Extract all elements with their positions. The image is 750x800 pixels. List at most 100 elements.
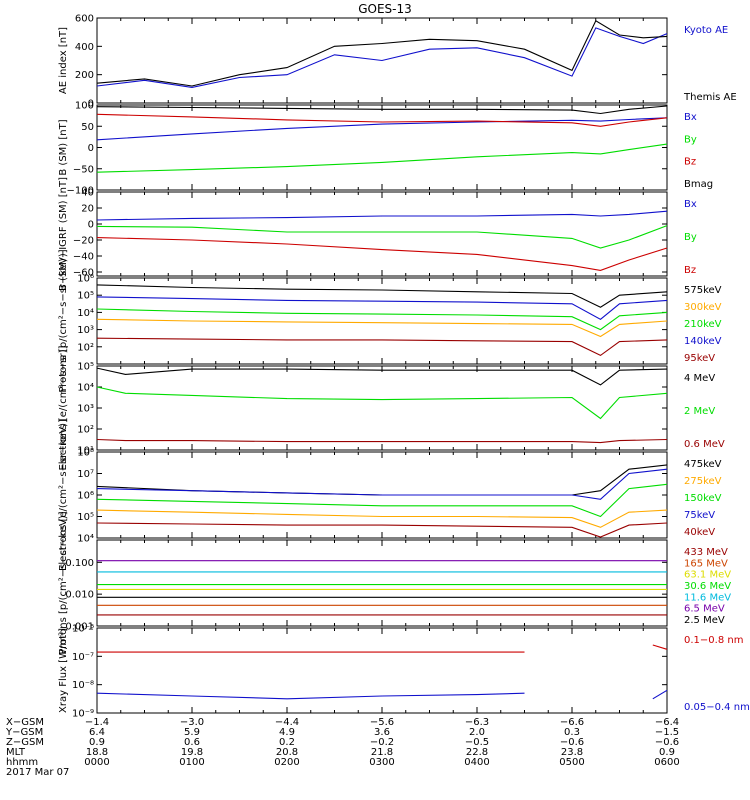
series-line-1	[96, 284, 668, 308]
x-row-value: 0500	[559, 757, 584, 768]
legend-entry: 2 MeV	[684, 406, 715, 417]
x-row-value: −3.0	[180, 717, 204, 728]
y-tick-label: 20	[81, 204, 94, 215]
y-tick-label: 10⁶	[77, 274, 94, 285]
legend-entry: 6.5 MeV	[684, 604, 725, 615]
y-tick-label: −60	[73, 268, 94, 279]
legend-entry: 0.05−0.4 nm	[684, 702, 750, 713]
legend-entry: Kyoto AE	[684, 25, 728, 36]
legend-entry: 4 MeV	[684, 373, 715, 384]
x-row-value: −5.6	[370, 717, 394, 728]
y-tick-label: −100	[67, 186, 94, 197]
y-axis-label: Electrons [e/(cm²−s−sr−keV)]	[58, 419, 69, 571]
chart-title: GOES-13	[358, 2, 412, 16]
x-row-value: −0.6	[560, 737, 584, 748]
x-row-value: −0.6	[655, 737, 679, 748]
legend-entry: 11.6 MeV	[684, 592, 731, 603]
x-row-value: 19.8	[181, 747, 203, 758]
y-tick-label: 0	[88, 143, 94, 154]
series-line-4	[96, 105, 668, 115]
y-axis-label: Protons [p/(cm²−s−sr−keV)]	[58, 511, 69, 654]
y-tick-label: 10⁻⁷	[72, 652, 94, 663]
legend-entry: Bz	[684, 157, 696, 168]
legend-entry: Bx	[684, 112, 697, 123]
y-tick-label: 10⁻⁶	[72, 624, 94, 635]
y-tick-label: 10⁵	[77, 291, 94, 302]
y-tick-label: 10⁵	[77, 362, 94, 373]
series-line-3	[96, 113, 668, 127]
series-line-5	[96, 522, 668, 538]
x-row-value: 0.9	[659, 747, 675, 758]
y-tick-label: 0.001	[65, 622, 94, 633]
legend-entry: 30.6 MeV	[684, 581, 731, 592]
panel-frame	[96, 627, 668, 714]
panel-frame	[96, 365, 668, 451]
series-line-2	[96, 318, 668, 338]
y-axis-label: AE index [nT]	[58, 27, 69, 94]
x-row-value: 6.4	[89, 727, 105, 738]
y-tick-label: −20	[73, 236, 94, 247]
legend-entry: 150keV	[684, 493, 722, 504]
legend-entry: Bmag	[684, 179, 713, 190]
series-line-3	[96, 483, 668, 518]
y-tick-label: 10⁶	[77, 491, 94, 502]
legend-entry: 433 MeV	[684, 547, 728, 558]
panel-frame	[96, 191, 668, 277]
series-line-3	[96, 237, 668, 271]
x-row-value: 0300	[369, 757, 394, 768]
series-line-3	[96, 438, 668, 444]
y-tick-label: 10⁷	[77, 469, 94, 480]
x-axis-table: X−GSM −1.4 −3.0 −4.4 −5.6 −6.3 −6.6 −6.4 Y−GSM 6.…	[5, 717, 680, 778]
series-line-2	[96, 143, 668, 173]
x-row-value: 23.8	[561, 747, 583, 758]
legend-entry: 275keV	[684, 476, 722, 487]
y-tick-label: 0.010	[65, 590, 94, 601]
panel-5: 10¹ 10² 10³ 10⁴ 10⁵ Electrons [e/(cm²−s−sr)] 4…	[58, 345, 725, 470]
x-row-value: 22.8	[466, 747, 488, 758]
x-row-label: hhmm	[6, 757, 38, 768]
panel-1: 0 200 400 600 AE index [nT] Kyoto AE Themis AE	[58, 14, 737, 110]
y-tick-label: 0	[88, 99, 94, 110]
x-row-value: 0.3	[564, 727, 580, 738]
y-axis-label: Electrons [e/(cm²−s−sr)]	[58, 345, 69, 470]
series-line-1	[97, 644, 668, 653]
series-line-2	[96, 509, 668, 528]
y-tick-label: −40	[73, 252, 94, 263]
y-tick-label: 10⁻⁹	[72, 709, 94, 720]
legend-entry: Themis AE	[683, 92, 737, 103]
x-row-value: −6.4	[655, 717, 679, 728]
x-row-value: 0.2	[279, 737, 295, 748]
y-tick-label: 400	[75, 42, 94, 53]
x-row-value: 3.6	[374, 727, 390, 738]
x-row-value: −0.5	[465, 737, 489, 748]
series-line-1	[96, 117, 668, 141]
x-row-value: −0.2	[370, 737, 394, 748]
legend-entry: 475keV	[684, 459, 722, 470]
y-axis-label: B (SM) [nT]	[58, 119, 69, 175]
y-tick-label: 10⁴	[77, 534, 94, 545]
legend-entry: 0.6 MeV	[684, 439, 725, 450]
x-row-value: −6.3	[465, 717, 489, 728]
x-row-value: 0200	[274, 757, 299, 768]
x-row-value: 18.8	[86, 747, 108, 758]
y-tick-label: 0.100	[65, 558, 94, 569]
panel-4: 10² 10³ 10⁴ 10⁵ 10⁶ Protons [p/(cm²−s−sr−keV)…	[58, 249, 722, 392]
y-tick-label: 0	[88, 220, 94, 231]
series-line-3	[96, 308, 668, 331]
y-tick-label: 100	[75, 101, 94, 112]
y-tick-label: 10²	[77, 342, 94, 353]
legend-entry: 95keV	[684, 353, 715, 364]
series-line-2	[96, 225, 668, 249]
y-tick-label: −50	[73, 164, 94, 175]
y-tick-label: 10²	[77, 425, 94, 436]
panel-6: 10⁴ 10⁵ 10⁶ 10⁷ 10⁸ Electrons [e/(cm²−s−sr−ke…	[58, 419, 722, 571]
y-axis-label: Xray Flux [W/m²]	[58, 628, 69, 713]
y-tick-label: 200	[75, 70, 94, 81]
legend-entry: 40keV	[684, 527, 715, 538]
y-tick-label: 600	[75, 14, 94, 25]
legend-entry: 165 MeV	[684, 558, 728, 569]
